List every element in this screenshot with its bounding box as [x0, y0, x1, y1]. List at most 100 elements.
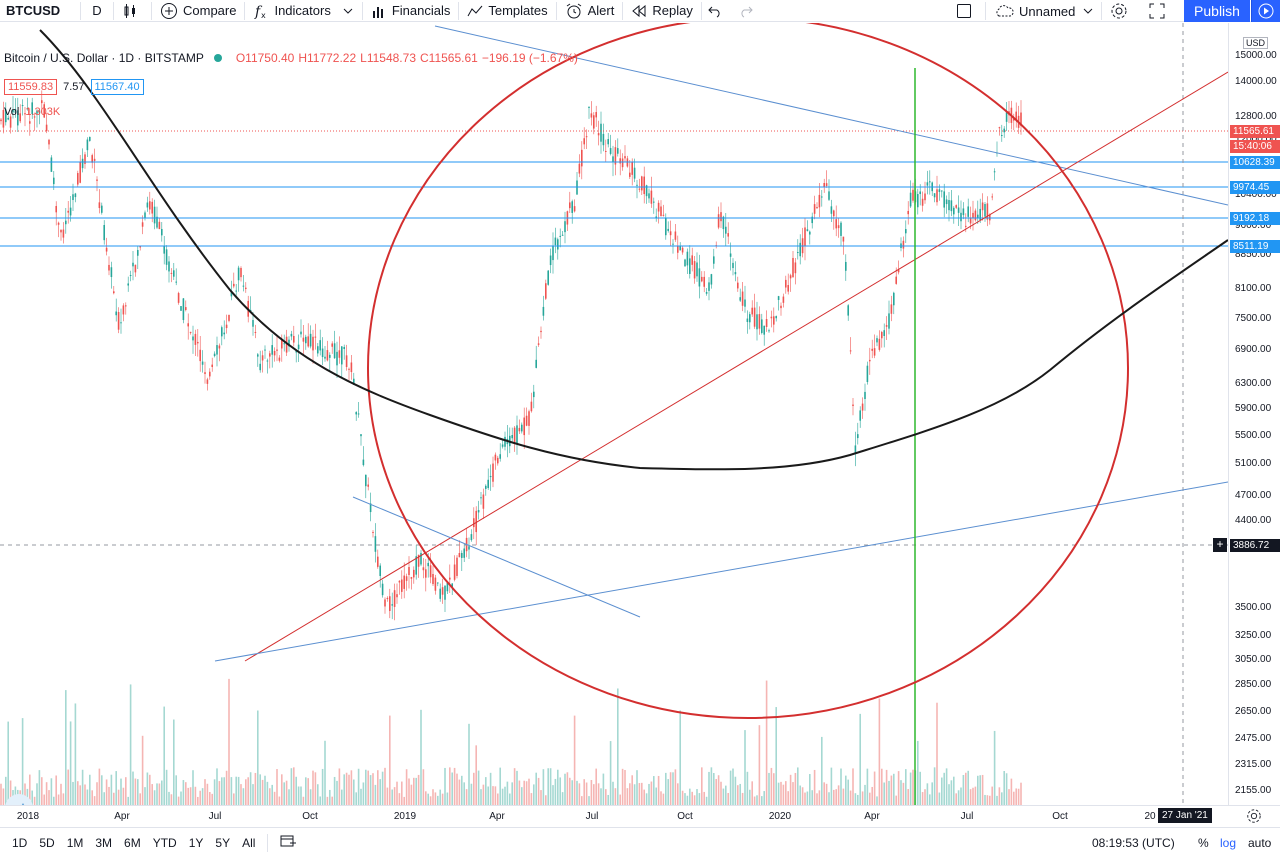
bid-box[interactable]: 11559.83 [4, 79, 58, 95]
volume-bar [993, 730, 996, 805]
candle-body [180, 306, 182, 311]
timeframe-1m[interactable]: 1M [66, 835, 84, 850]
price-tag: 15:40:06 [1230, 140, 1280, 153]
candle-body [165, 249, 168, 265]
candle-body [300, 331, 302, 335]
candle-body [127, 283, 129, 286]
candle-body [182, 298, 185, 321]
timeframe-1y[interactable]: 1Y [188, 835, 204, 850]
templates-button[interactable]: Templates [459, 0, 555, 22]
redo-icon [741, 6, 753, 17]
clock[interactable]: 08:19:53 (UTC) [1092, 835, 1175, 850]
candle-body [96, 179, 98, 181]
volume-bar [530, 793, 533, 805]
volume-bar [816, 793, 818, 805]
candle-body [763, 325, 765, 335]
volume-bar [7, 721, 9, 805]
ask-box[interactable]: 11567.40 [90, 79, 144, 95]
candle-body [612, 156, 614, 163]
interval-button[interactable]: D [92, 3, 102, 18]
volume-bar [1013, 791, 1015, 805]
candle-body [197, 341, 199, 344]
volume-bar [360, 788, 362, 805]
volume-bar [612, 781, 614, 805]
price-axis[interactable]: USD 15000.00 14000.00 12800.00 12000.00 1040… [1228, 23, 1280, 805]
percent-toggle[interactable]: % [1198, 835, 1209, 850]
timeframe-5d[interactable]: 5D [39, 835, 55, 850]
volume-bar [907, 789, 909, 805]
candle-body [43, 104, 45, 118]
trendline-red-support[interactable] [244, 71, 1228, 662]
alert-label: Alert [587, 3, 615, 18]
volume-bar [192, 770, 194, 805]
candle-body [492, 463, 494, 482]
candle-body [573, 206, 576, 212]
volume-bar [936, 702, 938, 805]
timeframe-ytd[interactable]: YTD [152, 835, 177, 850]
trendline-upper-blue[interactable] [434, 25, 1228, 206]
volume-bar [180, 791, 182, 805]
volume-bar [744, 730, 746, 805]
chart-svg[interactable] [0, 23, 1228, 805]
candle-body [252, 320, 254, 327]
compare-button[interactable]: Compare [152, 0, 244, 22]
candle-body [727, 233, 729, 237]
financials-button[interactable]: Financials [363, 0, 459, 22]
replay-button[interactable]: Replay [623, 0, 700, 22]
candle-body [581, 149, 583, 167]
volume-bar [797, 767, 799, 805]
volume-bar [547, 768, 549, 805]
candle-body [528, 411, 530, 426]
timeframe-6m[interactable]: 6M [124, 835, 141, 850]
timeframe-3m[interactable]: 3M [95, 835, 113, 850]
candle-body [864, 391, 866, 400]
fullscreen-button[interactable] [1141, 0, 1178, 22]
candle-body [158, 221, 161, 230]
settings-button[interactable] [1102, 0, 1141, 22]
timeframe-5y[interactable]: 5Y [215, 835, 231, 850]
candle-body [835, 219, 837, 229]
trendline-lower-blue[interactable] [214, 481, 1228, 662]
publish-menu-button[interactable] [1251, 0, 1280, 22]
volume-bar [235, 776, 237, 805]
time-label: 2018 [16, 811, 40, 822]
volume-bar [938, 792, 941, 805]
divider [700, 1, 702, 20]
volume-bar [302, 796, 305, 805]
axis-settings-button[interactable] [1246, 808, 1262, 829]
undo-button[interactable] [702, 0, 733, 22]
chart-canvas[interactable]: Bitcoin / U.S. Dollar · 1D · BITSTAMP O1… [0, 23, 1228, 805]
log-toggle[interactable]: log [1220, 835, 1237, 850]
timeframe-1d[interactable]: 1D [12, 835, 28, 850]
auto-toggle[interactable]: auto [1248, 835, 1272, 850]
candle-body [561, 234, 564, 236]
trendline-short-blue[interactable] [352, 496, 641, 618]
candle-body [266, 360, 269, 362]
candle-body [420, 552, 422, 565]
timeframe-all[interactable]: All [242, 835, 256, 850]
alert-button[interactable]: Alert [557, 0, 623, 22]
candle-body [501, 444, 504, 447]
time-axis[interactable]: 2018 Apr Jul Oct 2019 Apr Jul Oct 2020 Apr Jul Oct 2… [0, 805, 1280, 827]
volume-bar [492, 786, 494, 805]
indicators-dropdown[interactable] [339, 0, 362, 22]
volume-bar [888, 780, 890, 805]
tradingview-logo[interactable] [4, 793, 34, 805]
cloud-icon [996, 5, 1014, 17]
symbol-search[interactable]: BTCUSD [6, 3, 61, 18]
candle-body [619, 158, 621, 164]
volume-bar [278, 796, 281, 805]
redo-button[interactable] [733, 0, 764, 22]
crosshair-plus-icon[interactable]: + [1213, 538, 1227, 552]
red-circle-drawing[interactable] [367, 23, 1129, 719]
volume-bar [533, 784, 535, 805]
publish-button[interactable]: Publish [1184, 0, 1250, 22]
layout-name-button[interactable]: Unnamed [986, 0, 1101, 22]
candle-body [828, 191, 830, 200]
layout-toggle-button[interactable] [948, 0, 985, 22]
date-range-button[interactable] [274, 834, 302, 851]
chart-type-button[interactable] [114, 0, 151, 22]
volume-bar [665, 772, 667, 805]
candle-body [177, 293, 180, 303]
